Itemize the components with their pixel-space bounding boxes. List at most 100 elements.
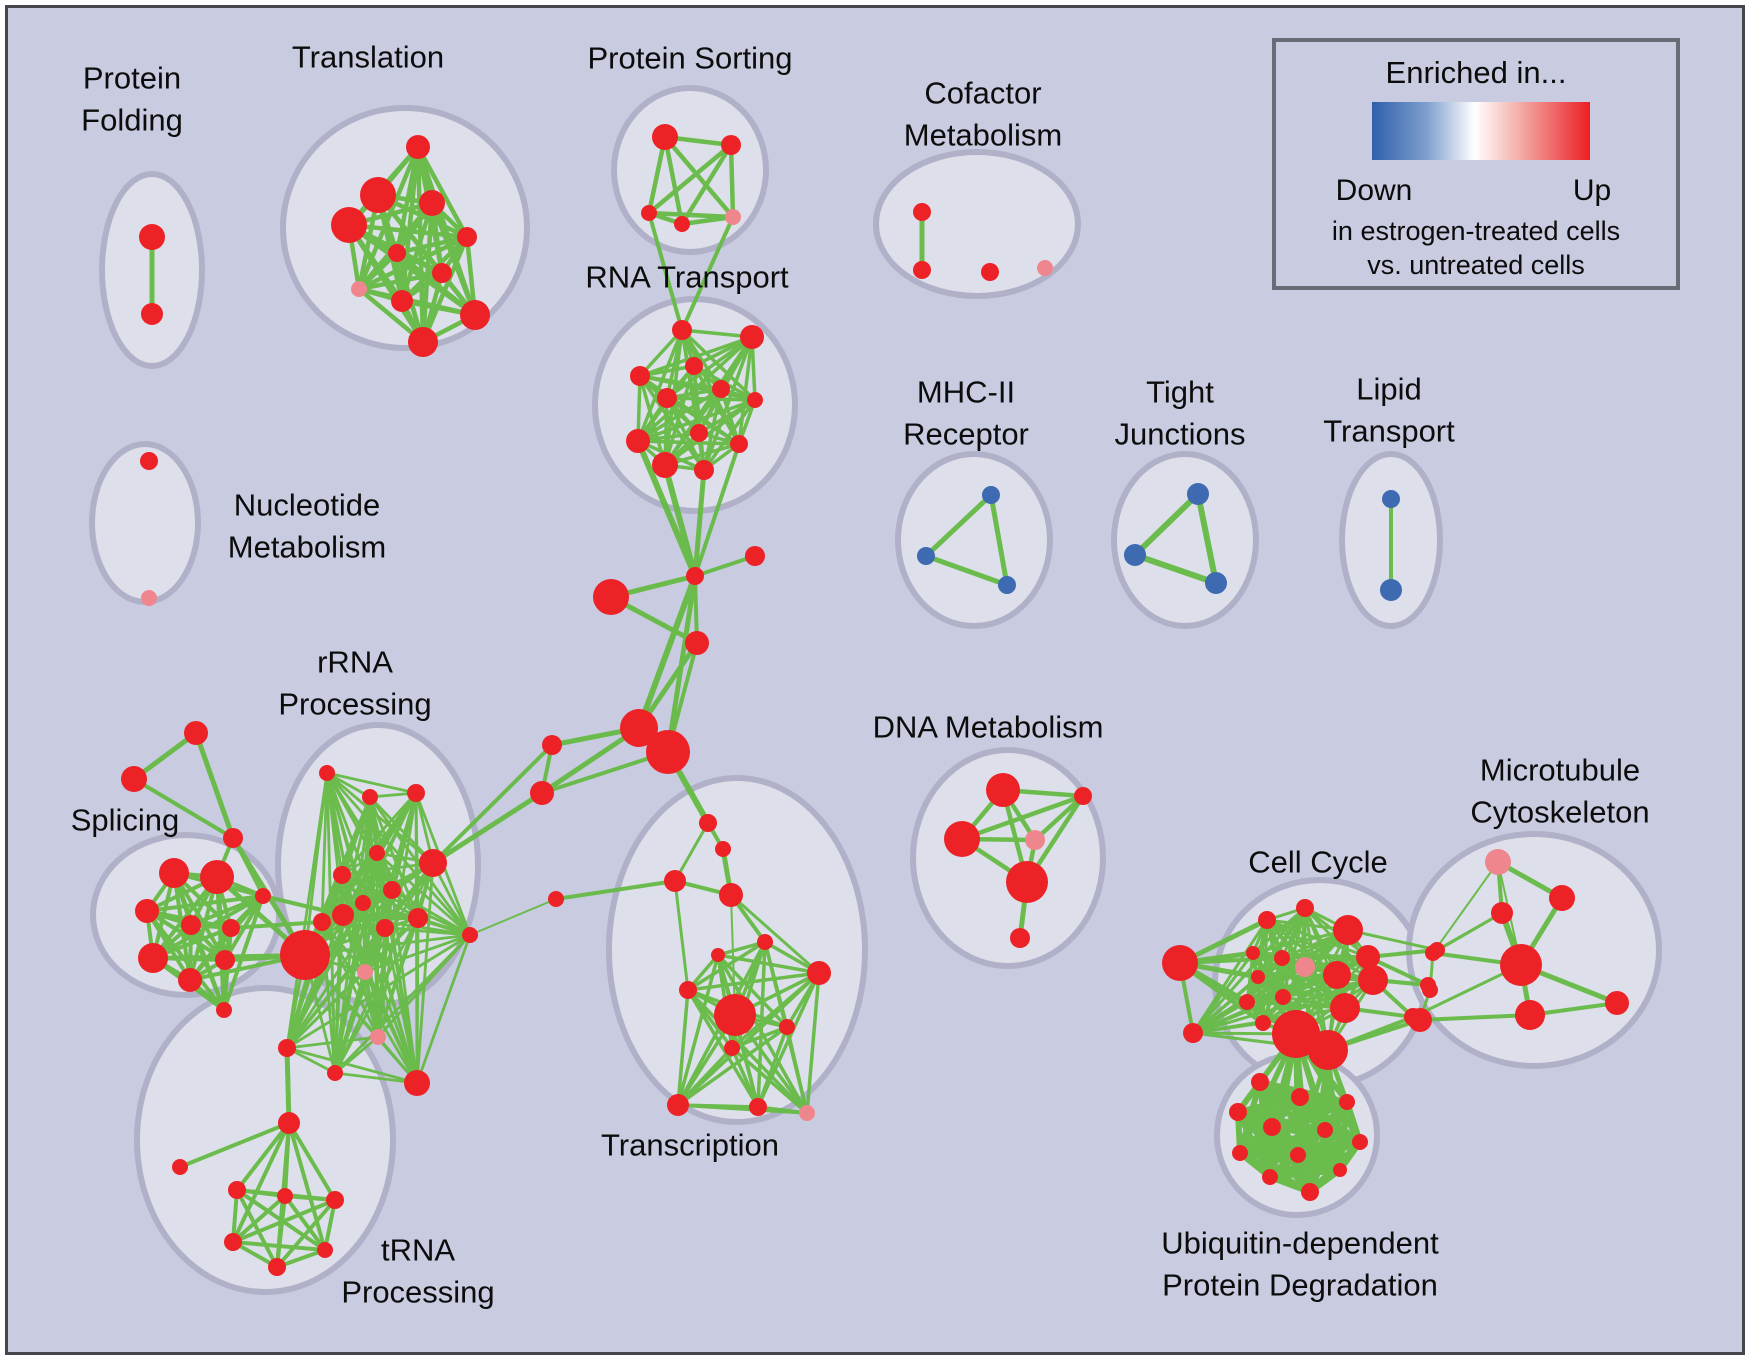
edge: [346, 222, 470, 240]
hubs-node-0: [620, 709, 658, 747]
nucleotide-label-line-1: Nucleotide: [234, 488, 380, 523]
edge: [1267, 1031, 1299, 1180]
ubiquitin-node-7: [1232, 1145, 1248, 1161]
edge: [635, 438, 698, 579]
tight-label-line-1: Tight: [1146, 375, 1214, 410]
edge: [716, 953, 821, 975]
ubiquitin-node-8: [1290, 1147, 1306, 1163]
edge: [756, 1025, 789, 1109]
edge: [636, 387, 723, 443]
nucleotide-node-0: [140, 452, 158, 470]
rrna-node-16: [404, 1070, 430, 1096]
edge: [665, 396, 757, 402]
dna-node-0: [986, 773, 1020, 807]
translation-node-9: [460, 300, 490, 330]
edge: [665, 335, 754, 400]
edge: [320, 920, 367, 974]
cellcycle-node-5: [1295, 957, 1315, 977]
cellcycle-node-1: [1296, 899, 1314, 917]
protein_sorting-node-4: [725, 209, 741, 225]
edge: [283, 1194, 327, 1252]
ubiquitin-node-4: [1263, 1118, 1281, 1136]
rrna-node-13: [357, 964, 373, 980]
rrna-node-4: [333, 866, 351, 884]
transcription-node-3: [679, 981, 697, 999]
trna-node-5: [224, 1233, 242, 1251]
edge: [638, 374, 757, 402]
hubs-node-10: [664, 870, 686, 892]
rrna-node-7: [355, 895, 371, 911]
edge: [1191, 975, 1260, 1035]
edge: [275, 1194, 287, 1269]
cellcycle-node-4: [1274, 950, 1290, 966]
transcription-node-1: [711, 948, 725, 962]
edge: [636, 398, 757, 443]
hubs-node-11: [719, 883, 743, 907]
microtubule-node-7: [1515, 1000, 1545, 1030]
legend-title: Enriched in...: [1385, 55, 1567, 90]
edge: [1281, 978, 1375, 999]
rna_transport-node-7: [690, 424, 708, 442]
edge: [1191, 978, 1375, 1035]
transcription-node-0: [757, 934, 773, 950]
splicing-node-9: [216, 1002, 232, 1018]
edge: [285, 1046, 419, 1085]
cofactor-node-3: [1037, 260, 1053, 276]
cofactor-node-0: [913, 203, 931, 221]
translation-node-4: [457, 227, 477, 247]
edge: [638, 335, 754, 378]
edge: [1132, 491, 1201, 558]
edge: [356, 270, 445, 292]
edge: [231, 1194, 287, 1244]
edge: [132, 777, 235, 840]
trna-ellipse: [134, 985, 396, 1295]
legend-box: Enriched in... Down Up in estrogen-treat…: [1272, 38, 1680, 290]
edge: [325, 771, 418, 795]
edge: [638, 374, 706, 472]
cellcycle-node-0: [1258, 911, 1276, 929]
translation-node-5: [388, 244, 406, 262]
edge: [303, 933, 472, 957]
edge: [729, 893, 821, 975]
protein_folding-node-0: [139, 224, 165, 250]
edge: [320, 920, 380, 1039]
edge: [693, 442, 741, 578]
cellcycle-node-8: [1358, 965, 1388, 995]
edge: [333, 933, 472, 1075]
splicing-node-4: [222, 919, 240, 937]
rna_transport-node-10: [652, 452, 678, 478]
translation-node-3: [331, 207, 367, 243]
edge: [285, 1035, 380, 1050]
edge: [636, 573, 698, 731]
dna-label-line-1: DNA Metabolism: [873, 710, 1104, 745]
edge: [988, 492, 1010, 588]
rrna-label-line-2: Processing: [278, 687, 431, 722]
edge: [193, 730, 236, 841]
hubs-node-8: [699, 814, 717, 832]
edge: [1235, 1099, 1350, 1115]
cellcycle-node-2: [1333, 915, 1363, 945]
ubiquitin-node-1: [1291, 1088, 1309, 1106]
edge: [394, 234, 470, 256]
cellcycle-node-14: [1183, 1023, 1203, 1043]
rna_transport-node-4: [657, 388, 677, 408]
protein_folding-label-line-2: Folding: [81, 103, 183, 138]
edge: [363, 970, 380, 1039]
edge: [1251, 928, 1350, 955]
cellcycle-node-15: [1272, 1010, 1320, 1058]
edge: [235, 1121, 291, 1192]
splicing-node-5: [255, 888, 271, 904]
rrna-node-12: [280, 930, 330, 980]
edge: [728, 142, 736, 220]
legend-down-label: Down: [1335, 174, 1413, 207]
nucleotide-node-1: [141, 590, 157, 606]
edge: [676, 1025, 789, 1107]
splicing-node-1: [200, 860, 234, 894]
edge: [805, 971, 821, 1115]
edge: [1191, 906, 1307, 1035]
edge: [730, 1046, 760, 1109]
legend-subtitle-line1: in estrogen-treated cells: [1331, 216, 1621, 246]
ubiquitin-label-line-1: Ubiquitin-dependent: [1161, 1226, 1439, 1261]
